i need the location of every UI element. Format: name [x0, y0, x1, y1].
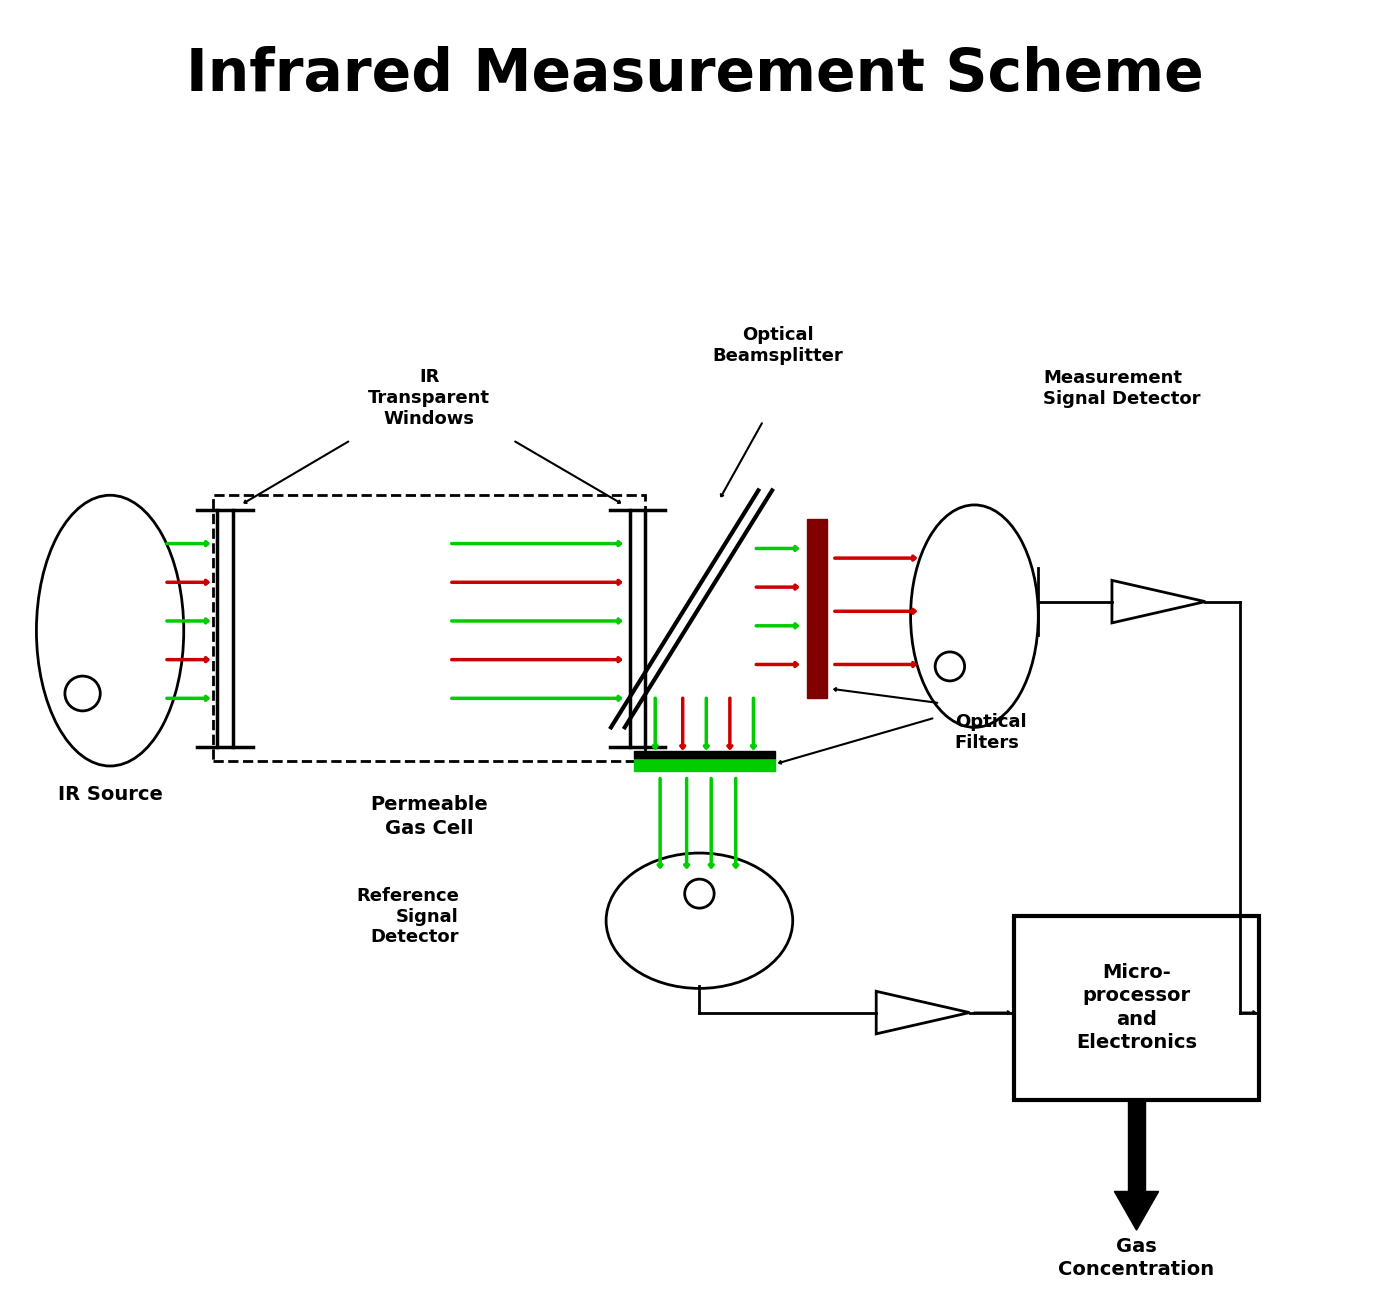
Text: Gas
Concentration: Gas Concentration	[1058, 1236, 1214, 1279]
Bar	[1014, 916, 1260, 1099]
Bar	[213, 495, 646, 761]
Bar	[633, 758, 775, 771]
Bar	[633, 752, 775, 758]
Text: Permeable
Gas Cell: Permeable Gas Cell	[371, 795, 488, 837]
Text: IR
Transparent
Windows: IR Transparent Windows	[368, 368, 490, 428]
Text: Measurement
Signal Detector: Measurement Signal Detector	[1043, 370, 1200, 408]
Text: Micro-
processor
and
Electronics: Micro- processor and Electronics	[1076, 963, 1197, 1053]
Text: Optical
Beamsplitter: Optical Beamsplitter	[713, 326, 843, 364]
Text: IR Source: IR Source	[57, 786, 163, 805]
Text: Optical
Filters: Optical Filters	[954, 713, 1026, 752]
Text: Infrared Measurement Scheme: Infrared Measurement Scheme	[186, 47, 1203, 103]
Bar	[807, 519, 826, 698]
Polygon shape	[1114, 1191, 1158, 1230]
Bar	[1128, 1099, 1146, 1191]
Text: Reference
Signal
Detector: Reference Signal Detector	[356, 886, 458, 947]
